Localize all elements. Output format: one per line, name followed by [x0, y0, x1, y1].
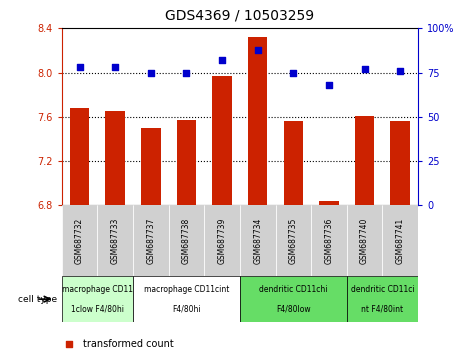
Point — [111, 64, 119, 70]
Bar — [169, 205, 204, 276]
Bar — [240, 276, 347, 322]
Bar — [212, 76, 232, 205]
Text: GSM687736: GSM687736 — [324, 217, 333, 264]
Text: GSM687740: GSM687740 — [360, 217, 369, 264]
Point — [396, 68, 404, 74]
Title: GDS4369 / 10503259: GDS4369 / 10503259 — [165, 9, 314, 23]
Text: 1clow F4/80hi: 1clow F4/80hi — [71, 305, 124, 314]
Bar — [62, 205, 97, 276]
Bar — [347, 205, 382, 276]
Text: GSM687732: GSM687732 — [75, 218, 84, 264]
Bar — [133, 276, 240, 322]
Point — [65, 341, 73, 347]
Point — [361, 66, 369, 72]
Text: GSM687738: GSM687738 — [182, 218, 191, 264]
Bar — [276, 205, 311, 276]
Text: F4/80hi: F4/80hi — [172, 305, 201, 314]
Point — [325, 82, 332, 88]
Bar — [97, 205, 133, 276]
Point — [182, 70, 190, 75]
Text: GSM687737: GSM687737 — [146, 217, 155, 264]
Bar — [248, 37, 267, 205]
Text: GSM687739: GSM687739 — [218, 217, 227, 264]
Bar — [204, 205, 240, 276]
Text: macrophage CD11: macrophage CD11 — [62, 285, 133, 293]
Point — [76, 64, 84, 70]
Text: F4/80low: F4/80low — [276, 305, 311, 314]
Bar — [390, 121, 410, 205]
Text: dendritic CD11ci: dendritic CD11ci — [351, 285, 414, 293]
Text: cell type: cell type — [18, 295, 57, 304]
Bar — [319, 201, 339, 205]
Point — [254, 47, 261, 52]
Bar — [284, 121, 303, 205]
Bar — [62, 276, 133, 322]
Bar — [177, 120, 196, 205]
Text: GSM687733: GSM687733 — [111, 217, 120, 264]
Bar — [355, 116, 374, 205]
Point — [289, 70, 297, 75]
Text: GSM687734: GSM687734 — [253, 217, 262, 264]
Text: transformed count: transformed count — [83, 339, 174, 349]
Text: GSM687735: GSM687735 — [289, 217, 298, 264]
Bar — [382, 205, 418, 276]
Point — [147, 70, 155, 75]
Text: macrophage CD11cint: macrophage CD11cint — [144, 285, 229, 293]
Text: GSM687741: GSM687741 — [396, 218, 405, 264]
Point — [218, 57, 226, 63]
Text: dendritic CD11chi: dendritic CD11chi — [259, 285, 328, 293]
Bar — [347, 276, 418, 322]
Bar — [133, 205, 169, 276]
Bar — [70, 108, 89, 205]
Bar — [105, 111, 125, 205]
Text: nt F4/80int: nt F4/80int — [361, 305, 403, 314]
Bar — [240, 205, 276, 276]
Bar — [141, 128, 161, 205]
Bar — [311, 205, 347, 276]
